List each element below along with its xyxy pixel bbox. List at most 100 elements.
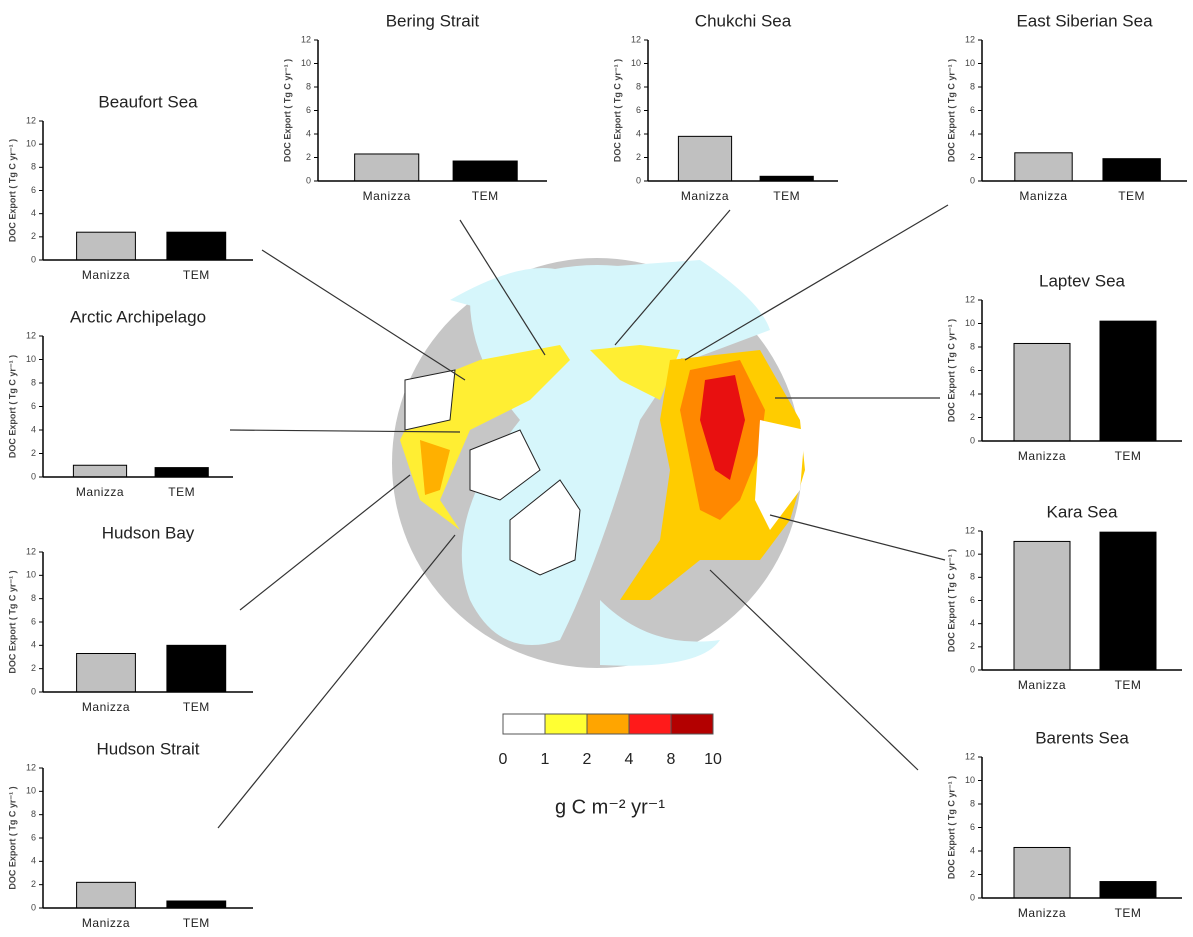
bar	[166, 231, 227, 261]
colorbar-tick-label: 10	[704, 751, 722, 768]
y-tick-label: 8	[31, 593, 36, 603]
x-tick-label: Manizza	[1018, 449, 1066, 463]
y-tick-label: 0	[31, 902, 36, 912]
bar	[1099, 531, 1157, 671]
y-tick-label: 12	[965, 525, 975, 535]
y-tick-label: 8	[970, 81, 975, 91]
panel-title: Arctic Archipelago	[70, 307, 206, 326]
y-tick-label: 10	[965, 58, 975, 68]
y-tick-label: 6	[636, 105, 641, 115]
panel: Bering Strait DOC Export ( Tg C yr⁻¹ ) 0 2 4…	[282, 11, 547, 203]
y-tick-label: 6	[31, 832, 36, 842]
leader-line	[614, 209, 731, 346]
arctic-map	[392, 258, 805, 668]
panel: Beaufort Sea DOC Export ( Tg C yr⁻¹ ) 0 2 4 6…	[7, 92, 253, 282]
x-tick-label: TEM	[183, 700, 210, 714]
land-yield	[590, 345, 680, 400]
y-tick-label: 8	[970, 341, 975, 351]
y-tick-label: 12	[301, 34, 311, 44]
y-tick-label: 4	[31, 856, 36, 866]
y-tick-label: 4	[970, 845, 975, 855]
panel-title: Hudson Strait	[97, 739, 200, 758]
bar	[166, 900, 227, 909]
leader-line	[229, 429, 461, 433]
x-tick-label: Manizza	[82, 700, 130, 714]
y-tick-label: 0	[31, 254, 36, 264]
y-tick-label: 12	[26, 546, 36, 556]
bar	[1099, 881, 1157, 899]
ocean	[450, 260, 770, 360]
bar	[166, 644, 227, 693]
y-tick-label: 4	[31, 640, 36, 650]
y-tick-label: 8	[970, 572, 975, 582]
x-tick-label: TEM	[168, 485, 195, 499]
y-tick-label: 10	[26, 139, 36, 149]
x-tick-label: TEM	[1115, 449, 1142, 463]
y-tick-label: 6	[306, 105, 311, 115]
land-yield	[404, 369, 456, 431]
bar	[677, 135, 733, 182]
y-tick-label: 0	[970, 175, 975, 185]
y-tick-label: 4	[970, 618, 975, 628]
bar	[76, 653, 136, 693]
colorbar-swatch	[628, 713, 672, 735]
y-tick-label: 6	[970, 105, 975, 115]
x-tick-label: Manizza	[76, 485, 124, 499]
bar	[452, 160, 518, 182]
x-tick-label: Manizza	[82, 916, 130, 930]
y-tick-label: 12	[26, 330, 36, 340]
y-tick-label: 2	[31, 879, 36, 889]
panel-title: Chukchi Sea	[695, 11, 792, 30]
y-axis-label: DOC Export ( Tg C yr⁻¹ )	[7, 570, 17, 673]
panel: Kara Sea DOC Export ( Tg C yr⁻¹ ) 0 2 4 6 8 10 1…	[946, 502, 1182, 692]
y-tick-label: 2	[31, 663, 36, 673]
x-tick-label: TEM	[183, 916, 210, 930]
bar	[72, 464, 128, 478]
y-tick-label: 6	[31, 401, 36, 411]
bar	[1099, 320, 1157, 442]
y-tick-label: 12	[26, 762, 36, 772]
y-axis-label: DOC Export ( Tg C yr⁻¹ )	[946, 59, 956, 162]
y-tick-label: 2	[31, 448, 36, 458]
y-tick-label: 10	[301, 58, 311, 68]
y-tick-label: 2	[31, 231, 36, 241]
leader-line	[459, 219, 546, 356]
panel: Hudson Strait DOC Export ( Tg C yr⁻¹ ) 0 2 4…	[7, 739, 253, 930]
panel-title: Beaufort Sea	[98, 92, 198, 111]
y-tick-label: 10	[965, 775, 975, 785]
x-tick-label: TEM	[472, 189, 499, 203]
y-tick-label: 12	[631, 34, 641, 44]
x-tick-label: Manizza	[1018, 906, 1066, 920]
bar	[1013, 540, 1071, 671]
y-tick-label: 0	[970, 892, 975, 902]
y-tick-label: 2	[306, 152, 311, 162]
y-axis-label: DOC Export ( Tg C yr⁻¹ )	[7, 355, 17, 458]
y-tick-label: 8	[31, 377, 36, 387]
greenland	[509, 479, 581, 576]
y-tick-label: 10	[965, 549, 975, 559]
x-tick-label: Manizza	[82, 268, 130, 282]
y-tick-label: 10	[631, 58, 641, 68]
colorbar-label: g C m⁻² yr⁻¹	[555, 796, 665, 818]
y-tick-label: 8	[31, 809, 36, 819]
x-tick-label: Manizza	[1018, 678, 1066, 692]
y-tick-label: 0	[970, 435, 975, 445]
leader-lines	[217, 204, 949, 829]
y-axis-label: DOC Export ( Tg C yr⁻¹ )	[7, 786, 17, 889]
y-axis-label: DOC Export ( Tg C yr⁻¹ )	[946, 549, 956, 652]
y-tick-label: 8	[306, 81, 311, 91]
land-yield	[420, 440, 450, 495]
y-tick-label: 0	[636, 175, 641, 185]
colorbar-tick-label: 1	[541, 751, 550, 768]
y-tick-label: 6	[970, 822, 975, 832]
panel: Hudson Bay DOC Export ( Tg C yr⁻¹ ) 0 2 4 6 8 1…	[7, 523, 253, 714]
x-tick-label: TEM	[1115, 906, 1142, 920]
leader-line	[239, 474, 411, 611]
x-tick-label: Manizza	[363, 189, 411, 203]
colorbar-tick-label: 0	[499, 751, 508, 768]
y-tick-label: 4	[970, 128, 975, 138]
panel: Arctic Archipelago DOC Export ( Tg C yr⁻¹…	[7, 307, 233, 499]
y-tick-label: 6	[970, 365, 975, 375]
y-tick-label: 0	[970, 664, 975, 674]
y-tick-label: 6	[970, 595, 975, 605]
